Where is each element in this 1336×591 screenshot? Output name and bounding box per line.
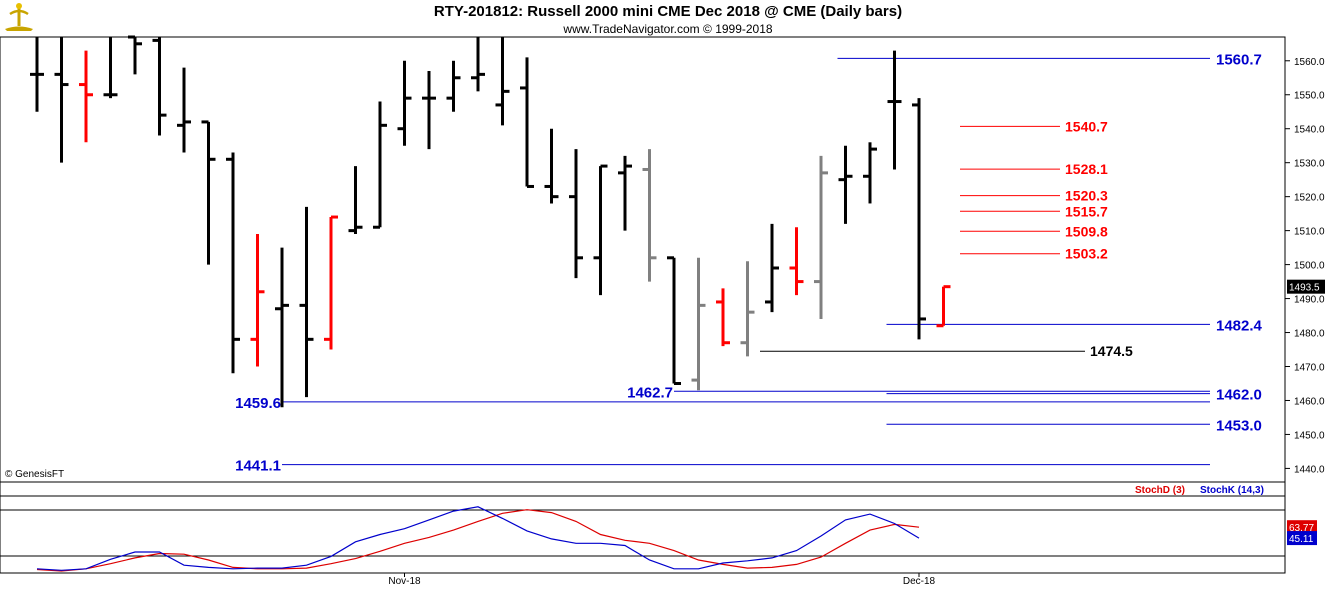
chart-subtitle: www.TradeNavigator.com © 1999-2018: [563, 22, 773, 36]
y-tick-label: 1480.0: [1294, 329, 1325, 340]
ohlc-bar: [544, 128, 559, 204]
price-axis: 1440.0 1450.0 1460.0 1470.0 1480.0 1490.0 1500…: [1285, 57, 1325, 475]
ohlc-bar: [250, 234, 265, 367]
level-label-blue: 1459.6: [235, 395, 281, 412]
ohlc-bar: [667, 256, 681, 385]
level-label-blue: 1462.7: [627, 384, 673, 401]
ohlc-bar: [495, 37, 510, 126]
ohlc-bar: [887, 50, 902, 170]
ohlc-bar: [716, 288, 730, 347]
chart-title: RTY-201812: Russell 2000 mini CME Dec 20…: [433, 3, 903, 20]
y-tick-label: 1540.0: [1294, 125, 1325, 136]
ohlc-bar: [152, 37, 167, 136]
ohlc-bar: [397, 60, 412, 146]
x-axis: Nov-18 Dec-18: [388, 573, 936, 587]
y-tick-label: 1560.0: [1294, 57, 1325, 68]
level-label-red: 1540.7: [1065, 118, 1108, 134]
ohlc-bar: [422, 70, 436, 150]
ohlc-bar: [471, 37, 485, 92]
y-tick-label: 1470.0: [1294, 363, 1325, 374]
genesis-logo-icon: [5, 3, 33, 31]
ohlc-bar: [838, 145, 853, 224]
ohlc-bar: [618, 155, 632, 231]
ohlc-bar: [912, 98, 926, 340]
ohlc-bar: [642, 149, 657, 282]
stochk-value-box: [1287, 531, 1317, 546]
last-price-label: 1493.5: [1289, 283, 1320, 294]
stochk-legend: StochK (14,3): [1200, 485, 1264, 496]
y-tick-label: 1440.0: [1294, 464, 1325, 475]
stochd-value-box: [1287, 520, 1317, 535]
ohlc-bar: [177, 67, 191, 153]
ohlc-bar: [936, 285, 951, 328]
ohlc-bar: [103, 37, 118, 99]
stoch-lines: [36, 506, 920, 572]
last-price-box: [1287, 279, 1325, 294]
ohlc-bar: [299, 206, 314, 398]
ohlc-bar: [128, 35, 142, 75]
y-tick-label: 1520.0: [1294, 193, 1325, 204]
stochk-value-label: 45.11: [1289, 534, 1314, 545]
ohlc-bar: [275, 247, 289, 408]
ohlc-bar: [691, 257, 706, 391]
level-label-blue: 1453.0: [1216, 417, 1262, 434]
price-bars: [30, 35, 951, 408]
ohlc-bar: [201, 120, 216, 265]
x-tick-label: Nov-18: [388, 576, 421, 587]
y-tick-label: 1460.0: [1294, 396, 1325, 407]
ohlc-bar: [446, 60, 461, 112]
level-label-black: 1474.5: [1090, 343, 1133, 359]
ohlc-bar: [863, 142, 877, 204]
stochd-value-label: 63.77: [1289, 523, 1314, 534]
stochk-line: [36, 506, 920, 571]
ohlc-bar: [569, 149, 583, 279]
level-label-red: 1509.8: [1065, 223, 1108, 239]
y-tick-label: 1450.0: [1294, 430, 1325, 441]
last-price-marker: 1493.5: [1287, 279, 1325, 294]
y-tick-label: 1530.0: [1294, 159, 1325, 170]
ohlc-bar: [789, 227, 804, 296]
stochd-line: [36, 509, 920, 572]
ohlc-bar: [324, 215, 338, 350]
x-tick-label: Dec-18: [903, 576, 936, 587]
stochd-legend: StochD (3): [1135, 485, 1185, 496]
price-levels: 1560.7 1482.4 1462.0 1453.0 1462.7 1459.6 1441…: [235, 51, 1262, 474]
level-label-blue: 1482.4: [1216, 317, 1263, 334]
ohlc-bar: [740, 261, 755, 357]
level-label-red: 1515.7: [1065, 203, 1108, 219]
ohlc-bar: [79, 50, 93, 143]
ohlc-bar: [348, 166, 363, 235]
y-tick-label: 1510.0: [1294, 227, 1325, 238]
y-tick-label: 1550.0: [1294, 91, 1325, 102]
ohlc-bar: [593, 164, 608, 296]
level-label-red: 1528.1: [1065, 161, 1108, 177]
copyright-note: © GenesisFT: [5, 469, 65, 480]
level-label-red: 1503.2: [1065, 246, 1108, 262]
ohlc-bar: [520, 57, 534, 188]
y-tick-label: 1490.0: [1294, 295, 1325, 306]
level-label-blue: 1441.1: [235, 458, 281, 475]
ohlc-bar: [765, 223, 779, 313]
ohlc-bar: [54, 37, 69, 163]
level-label-red: 1520.3: [1065, 188, 1108, 204]
ohlc-bar: [30, 37, 44, 112]
ohlc-bar: [814, 155, 828, 319]
level-label-blue: 1560.7: [1216, 51, 1262, 68]
level-label-blue: 1462.0: [1216, 387, 1262, 404]
ohlc-bar: [373, 101, 387, 229]
ohlc-bar: [226, 152, 240, 374]
y-tick-label: 1500.0: [1294, 261, 1325, 272]
